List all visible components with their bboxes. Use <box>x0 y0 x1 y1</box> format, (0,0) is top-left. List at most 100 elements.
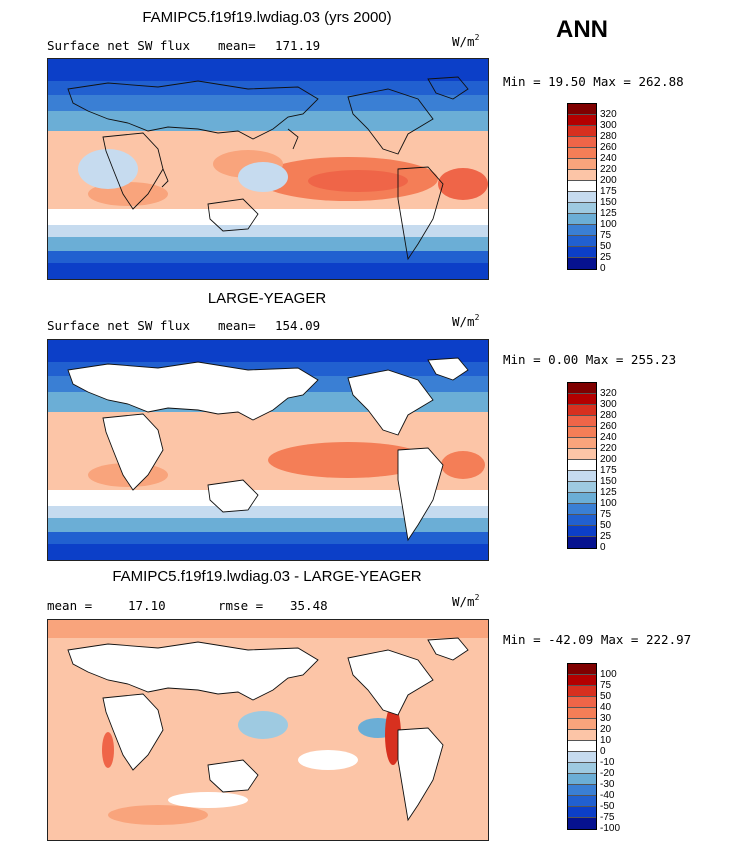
panel-3-colorbar-swatch <box>568 708 596 719</box>
colorbar-label: 175 <box>600 465 617 476</box>
panel-3-colorbar-swatch <box>568 796 596 807</box>
colorbar-label: 25 <box>600 531 612 542</box>
panel-3-colorbar-swatch <box>568 774 596 785</box>
colorbar-label: 100 <box>600 669 617 680</box>
panel-2-colorbar <box>567 382 597 549</box>
panel-2-land-mask <box>67 357 469 542</box>
panel-1-mean-value: 171.19 <box>275 38 321 53</box>
panel-1-colorbar-swatch <box>568 126 596 137</box>
panel-2-variable-label: Surface net SW flux <box>47 318 190 333</box>
colorbar-label: 50 <box>600 520 612 531</box>
season-label: ANN <box>556 16 608 43</box>
panel-1-units: W/m2 <box>452 33 480 49</box>
panel-2-colorbar-swatch <box>568 383 596 394</box>
panel-3-colorbar-swatch <box>568 664 596 675</box>
panel-2-colorbar-swatch <box>568 438 596 449</box>
panel-1-variable-label: Surface net SW flux <box>47 38 190 53</box>
panel-1-colorbar-swatch <box>568 214 596 225</box>
panel-1-title: FAMIPC5.f19f19.lwdiag.03 (yrs 2000) <box>142 9 392 26</box>
colorbar-label: 200 <box>600 175 617 186</box>
colorbar-label: 240 <box>600 153 617 164</box>
colorbar-label: 175 <box>600 186 617 197</box>
colorbar-label: -100 <box>600 823 621 834</box>
panel-2-colorbar-swatch <box>568 449 596 460</box>
panel-3-colorbar-swatch <box>568 675 596 686</box>
colorbar-label: 300 <box>600 120 617 131</box>
panel-1-colorbar-swatch <box>568 159 596 170</box>
panel-1-mean-label: mean= <box>218 38 256 53</box>
panel-1-colorbar-swatch <box>568 137 596 148</box>
panel-1-map <box>47 58 489 280</box>
colorbar-label: 150 <box>600 197 617 208</box>
colorbar-label: 100 <box>600 498 617 509</box>
colorbar-label: -40 <box>600 790 615 801</box>
colorbar-label: 320 <box>600 109 617 120</box>
colorbar-label: 125 <box>600 208 617 219</box>
panel-3-minmax: Min = -42.09 Max = 222.97 <box>503 632 692 647</box>
panel-3-colorbar-swatch <box>568 807 596 818</box>
panel-2-colorbar-swatch <box>568 405 596 416</box>
panel-2-colorbar-swatch <box>568 515 596 526</box>
panel-3-colorbar-swatch <box>568 697 596 708</box>
panel-3-colorbar-swatch <box>568 818 596 829</box>
panel-3-colorbar-swatch <box>568 719 596 730</box>
panel-2-colorbar-swatch <box>568 416 596 427</box>
panel-3-colorbar-swatch <box>568 752 596 763</box>
colorbar-label: 40 <box>600 702 612 713</box>
panel-3-title: FAMIPC5.f19f19.lwdiag.03 - LARGE-YEAGER <box>112 568 422 585</box>
colorbar-label: 0 <box>600 542 606 553</box>
panel-1-colorbar-swatch <box>568 170 596 181</box>
colorbar-label: -30 <box>600 779 615 790</box>
colorbar-label: 200 <box>600 454 617 465</box>
panel-2-colorbar-swatch <box>568 482 596 493</box>
colorbar-label: -75 <box>600 812 615 823</box>
panel-3-colorbar-swatch <box>568 763 596 774</box>
colorbar-label: -10 <box>600 757 615 768</box>
panel-3-colorbar <box>567 663 597 830</box>
panel-2-map <box>47 339 489 561</box>
colorbar-label: 220 <box>600 443 617 454</box>
panel-1-colorbar-swatch <box>568 115 596 126</box>
panel-3-rmse-value: 35.48 <box>290 598 328 613</box>
panel-1-minmax: Min = 19.50 Max = 262.88 <box>503 74 684 89</box>
panel-1-colorbar-swatch <box>568 236 596 247</box>
panel-3-mean-label: mean = <box>47 598 93 613</box>
panel-2-colorbar-swatch <box>568 471 596 482</box>
colorbar-label: 75 <box>600 230 612 241</box>
colorbar-label: 0 <box>600 263 606 274</box>
colorbar-label: 320 <box>600 388 617 399</box>
panel-3-colorbar-swatch <box>568 785 596 796</box>
colorbar-label: 50 <box>600 691 612 702</box>
panel-1-coastlines <box>67 76 469 261</box>
colorbar-label: 50 <box>600 241 612 252</box>
colorbar-label: 75 <box>600 509 612 520</box>
panel-3-map <box>47 619 489 841</box>
panel-3-mean-value: 17.10 <box>128 598 166 613</box>
panel-3-units: W/m2 <box>452 593 480 609</box>
colorbar-label: 280 <box>600 131 617 142</box>
colorbar-label: 10 <box>600 735 612 746</box>
colorbar-label: 150 <box>600 476 617 487</box>
panel-3-colorbar-swatch <box>568 741 596 752</box>
panel-3-rmse-label: rmse = <box>218 598 264 613</box>
colorbar-label: 30 <box>600 713 612 724</box>
panel-2-colorbar-swatch <box>568 493 596 504</box>
colorbar-label: 0 <box>600 746 606 757</box>
colorbar-label: 100 <box>600 219 617 230</box>
panel-2-units: W/m2 <box>452 313 480 329</box>
colorbar-label: 240 <box>600 432 617 443</box>
colorbar-label: 280 <box>600 410 617 421</box>
panel-1-colorbar-labels: 320 300 280 260 240 220 200 175 150 125 … <box>600 109 617 274</box>
colorbar-label: -20 <box>600 768 615 779</box>
panel-1-colorbar-swatch <box>568 225 596 236</box>
panel-1-colorbar-swatch <box>568 104 596 115</box>
colorbar-label: -50 <box>600 801 615 812</box>
colorbar-label: 20 <box>600 724 612 735</box>
panel-1-colorbar-swatch <box>568 258 596 269</box>
panel-2-colorbar-swatch <box>568 394 596 405</box>
panel-2-colorbar-swatch <box>568 427 596 438</box>
panel-2-colorbar-swatch <box>568 460 596 471</box>
panel-2-colorbar-labels: 320 300 280 260 240 220 200 175 150 125 … <box>600 388 617 553</box>
panel-1-colorbar-swatch <box>568 203 596 214</box>
colorbar-label: 75 <box>600 680 612 691</box>
